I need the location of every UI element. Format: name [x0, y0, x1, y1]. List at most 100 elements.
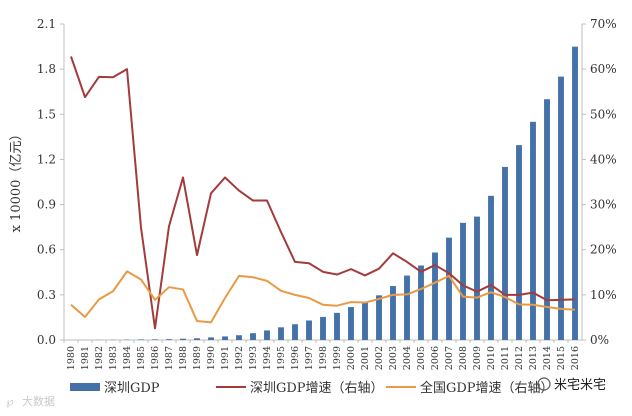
x-tick-label: 1993: [248, 346, 259, 370]
left-tick-label: 2.1: [37, 17, 56, 31]
bar: [390, 286, 396, 340]
x-tick-label: 2012: [514, 346, 525, 370]
bar: [306, 320, 312, 340]
y-axis-label: x 10000（亿元）: [9, 128, 24, 233]
bar: [292, 324, 298, 340]
x-tick-label: 1998: [318, 346, 329, 370]
x-tick-label: 1994: [262, 346, 273, 370]
bar: [236, 335, 242, 340]
watermark-text: 大数据: [22, 394, 55, 408]
bar: [544, 99, 550, 340]
right-tick-label: 20%: [590, 243, 617, 257]
bar: [558, 76, 564, 340]
legend-label: 全国GDP增速（右轴）: [420, 380, 554, 396]
left-tick-label: 0.6: [37, 243, 56, 257]
bar: [222, 336, 228, 340]
x-tick-label: 2003: [388, 346, 399, 370]
bar: [348, 307, 354, 340]
bar: [208, 337, 214, 340]
brand-text: 米宅米宅: [554, 378, 606, 393]
x-tick-label: 1990: [206, 346, 217, 370]
x-tick-label: 1991: [220, 346, 231, 370]
x-tick-label: 1992: [234, 346, 245, 370]
watermark-icon: ℘: [6, 395, 14, 408]
left-tick-label: 1.8: [37, 62, 56, 76]
series-line: [70, 270, 576, 324]
x-tick-label: 1980: [66, 346, 77, 370]
x-tick-label: 2007: [444, 346, 455, 370]
bar: [334, 312, 340, 340]
bar: [404, 275, 410, 340]
left-tick-label: 0.3: [37, 288, 56, 302]
brand-mark: 米宅米宅: [537, 377, 606, 393]
x-tick-label: 1995: [276, 346, 287, 370]
x-tick-label: 2008: [458, 346, 469, 370]
watermark-logo: ℘ 大数据: [6, 394, 55, 408]
bar: [362, 302, 368, 340]
plot-area: 0.0 0.3 0.6 0.9 1.2 1.5 1.8 2.1 0% 10% 20% 30% 40% 50…: [37, 17, 617, 370]
bar: [152, 339, 158, 340]
x-tick-label: 1988: [178, 346, 189, 370]
right-tick-label: 40%: [590, 152, 617, 166]
x-tick-label: 2010: [486, 346, 497, 370]
bar: [460, 222, 466, 340]
x-tick-label: 1985: [136, 346, 147, 370]
bar: [250, 333, 256, 340]
bar: [502, 166, 508, 340]
bar: [320, 316, 326, 340]
bar: [432, 252, 438, 340]
legend: 深圳GDP 深圳GDP增速（右轴） 全国GDP增速（右轴）: [70, 380, 554, 396]
right-tick-label: 70%: [590, 17, 617, 31]
bar: [278, 327, 284, 340]
brand-icon: [537, 377, 551, 391]
right-tick-label: 30%: [590, 198, 617, 212]
x-tick-label: 2001: [360, 346, 371, 370]
bar: [138, 339, 144, 340]
left-tick-label: 1.2: [37, 152, 56, 166]
x-tick-label: 2016: [570, 346, 581, 370]
right-tick-label: 60%: [590, 62, 617, 76]
x-tick-label: 2005: [416, 346, 427, 370]
x-tick-label: 1996: [290, 346, 301, 370]
x-tick-label: 2000: [346, 346, 357, 370]
x-tick-label: 2011: [500, 346, 511, 370]
series-line: [70, 56, 576, 330]
x-tick-label: 2006: [430, 346, 441, 370]
x-tick-label: 2015: [556, 346, 567, 370]
bar: [488, 195, 494, 340]
bar: [418, 265, 424, 340]
x-tick-label: 2014: [542, 346, 553, 370]
x-tick-label: 1981: [80, 346, 91, 370]
legend-label: 深圳GDP增速（右轴）: [250, 381, 384, 396]
x-tick-label: 2013: [528, 346, 539, 370]
bar: [194, 338, 200, 340]
bar: [180, 338, 186, 340]
bar: [530, 121, 536, 340]
x-tick-label: 1986: [150, 346, 161, 370]
bar: [264, 330, 270, 340]
right-tick-label: 10%: [590, 288, 617, 302]
x-tick-label: 2004: [402, 346, 413, 370]
bar: [166, 339, 172, 340]
x-tick-label: 1983: [108, 346, 119, 370]
x-tick-label: 2009: [472, 346, 483, 370]
legend-swatch: [70, 383, 100, 391]
x-tick-label: 1984: [122, 346, 133, 370]
right-tick-label: 0%: [590, 333, 609, 347]
x-tick-label: 2002: [374, 346, 385, 370]
x-tick-label: 1987: [164, 346, 175, 370]
left-tick-label: 0.9: [37, 198, 56, 212]
bar: [446, 237, 452, 340]
x-tick-label: 1989: [192, 346, 203, 370]
x-tick-label: 1997: [304, 346, 315, 370]
left-tick-label: 1.5: [37, 107, 56, 121]
right-tick-label: 50%: [590, 107, 617, 121]
x-tick-label: 1982: [94, 346, 105, 370]
legend-label: 深圳GDP: [104, 381, 160, 396]
bar: [474, 216, 480, 340]
bar: [516, 145, 522, 340]
bar: [572, 46, 578, 341]
left-tick-label: 0.0: [37, 333, 56, 347]
bar: [376, 295, 382, 340]
